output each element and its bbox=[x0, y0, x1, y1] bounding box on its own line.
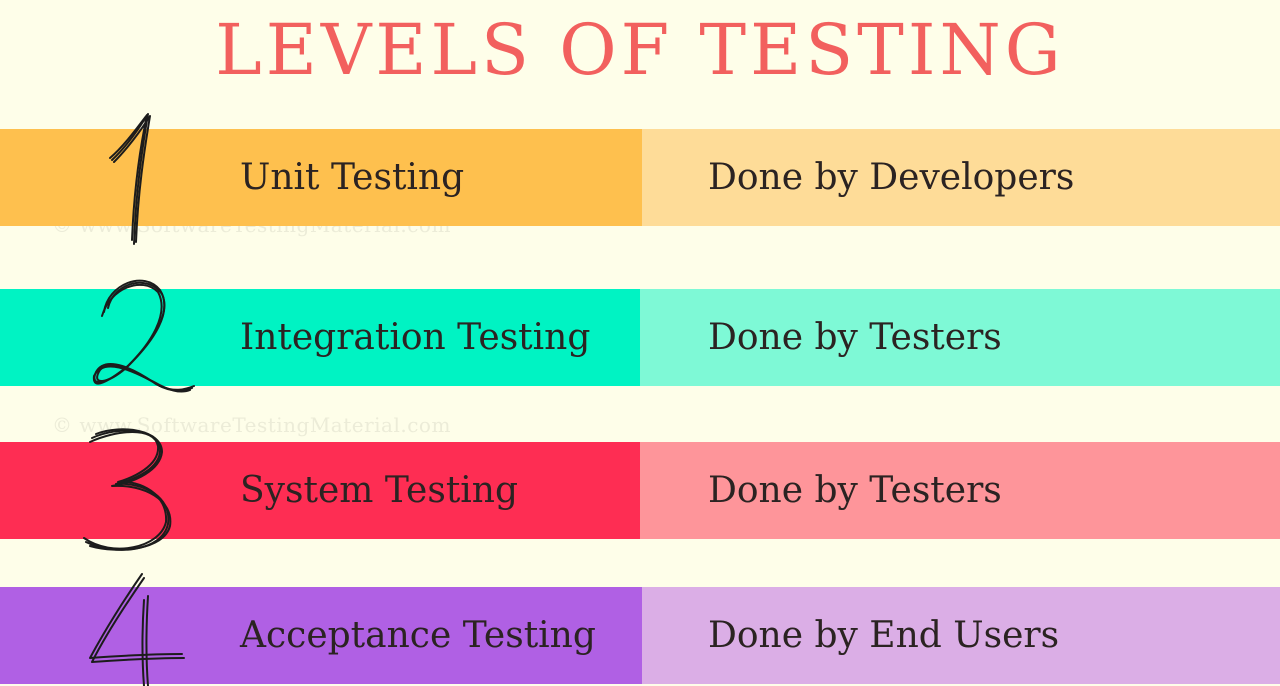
level-band-right bbox=[642, 587, 1280, 684]
level-row-system: System Testing Done by Testers bbox=[0, 442, 1280, 539]
level-name: Integration Testing bbox=[240, 317, 591, 358]
numeral-one-icon bbox=[109, 113, 151, 245]
page-title: LEVELS OF TESTING bbox=[215, 9, 1065, 91]
level-band-right bbox=[642, 129, 1280, 226]
level-row-integration: Integration Testing Done by Testers bbox=[0, 289, 1280, 386]
numeral-three-icon bbox=[83, 428, 172, 551]
level-band-right bbox=[640, 442, 1280, 539]
level-name: System Testing bbox=[240, 470, 519, 511]
level-done-by: Done by End Users bbox=[708, 615, 1060, 656]
level-done-by: Done by Testers bbox=[708, 317, 1002, 358]
level-name: Acceptance Testing bbox=[240, 615, 596, 656]
level-done-by: Done by Testers bbox=[708, 470, 1002, 511]
numeral-four-icon bbox=[89, 573, 185, 686]
level-band-left bbox=[0, 442, 640, 539]
level-done-by: Done by Developers bbox=[708, 157, 1075, 198]
level-row-unit: Unit Testing Done by Developers bbox=[0, 129, 1280, 226]
numeral-two-icon bbox=[92, 279, 195, 393]
level-band-left bbox=[0, 129, 642, 226]
level-name: Unit Testing bbox=[240, 157, 465, 198]
level-band-right bbox=[640, 289, 1280, 386]
